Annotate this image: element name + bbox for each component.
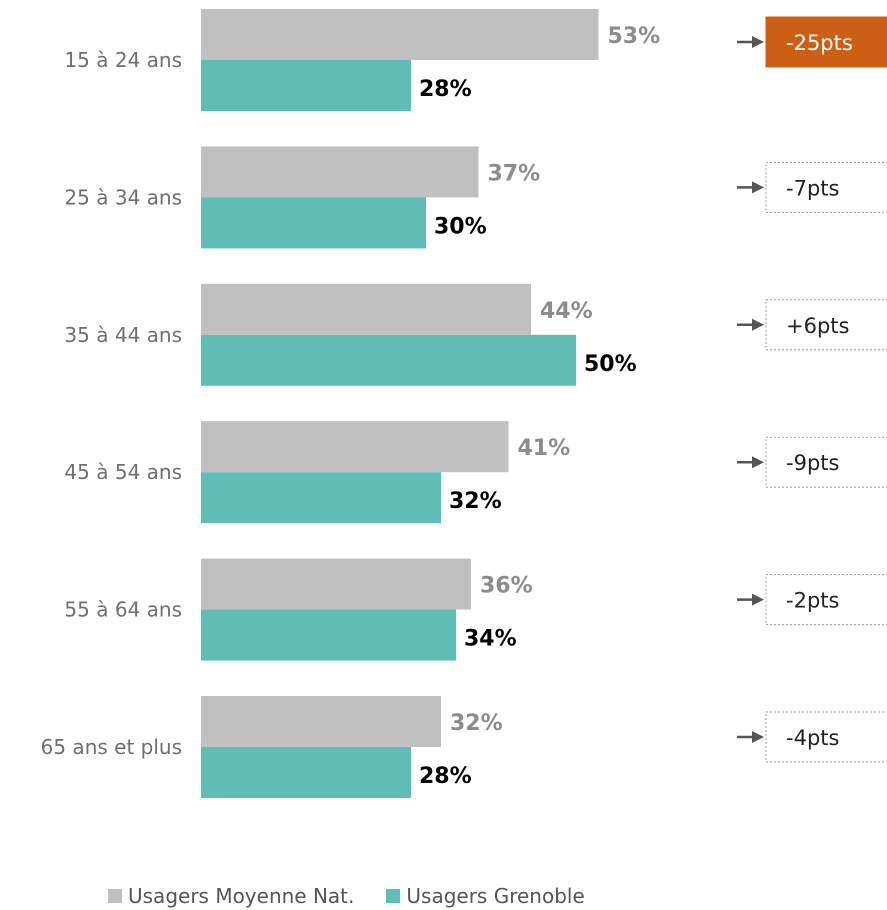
data-label-national: 32% — [450, 711, 503, 736]
legend: Usagers Moyenne Nat. Usagers Grenoble — [108, 884, 585, 908]
data-label-grenoble: 50% — [584, 352, 637, 377]
category-label: 35 à 44 ans — [64, 323, 182, 347]
bar-national — [201, 283, 531, 335]
legend-item-national: Usagers Moyenne Nat. — [108, 884, 354, 908]
bar-national — [201, 421, 509, 473]
bar-grenoble — [201, 197, 426, 249]
arrow-right-icon — [752, 456, 764, 469]
bar-grenoble — [201, 609, 456, 661]
category-label: 25 à 34 ans — [64, 185, 182, 209]
data-label-national: 36% — [480, 574, 533, 599]
difference-box — [765, 16, 887, 68]
category-label: 65 ans et plus — [41, 735, 182, 759]
legend-label-national: Usagers Moyenne Nat. — [128, 884, 355, 908]
legend-swatch-grenoble — [386, 889, 401, 903]
data-label-national: 44% — [540, 299, 593, 324]
difference-label: -2pts — [786, 589, 839, 613]
difference-label: -4pts — [786, 726, 839, 750]
difference-box — [765, 436, 887, 488]
arrow-right-icon — [752, 731, 764, 743]
arrow-right-icon — [752, 593, 764, 606]
bar-national — [201, 696, 441, 747]
difference-box — [765, 574, 887, 626]
category-label: 55 à 64 ans — [64, 598, 182, 622]
bar-grenoble — [201, 747, 411, 798]
bar-national — [201, 558, 471, 610]
category-label: 45 à 54 ans — [64, 460, 182, 484]
difference-box — [765, 161, 887, 213]
data-label-grenoble: 30% — [434, 214, 487, 239]
data-label-grenoble: 28% — [419, 77, 472, 102]
difference-box — [765, 299, 887, 351]
arrow-right-icon — [752, 181, 764, 194]
legend-swatch-national — [108, 889, 122, 903]
difference-box — [765, 711, 887, 763]
data-label-national: 53% — [608, 24, 661, 49]
difference-label: +6pts — [786, 314, 849, 338]
data-label-grenoble: 28% — [419, 764, 472, 789]
data-label-national: 37% — [488, 161, 541, 186]
bar-grenoble — [201, 60, 411, 111]
bar-grenoble — [201, 334, 576, 386]
arrow-right-icon — [752, 36, 764, 48]
bar-national — [201, 9, 599, 60]
bar-grenoble — [201, 472, 441, 524]
difference-label: -7pts — [786, 176, 839, 200]
arrow-right-icon — [752, 318, 764, 331]
legend-label-grenoble: Usagers Grenoble — [406, 884, 585, 908]
legend-item-grenoble: Usagers Grenoble — [386, 884, 585, 908]
difference-label: -9pts — [786, 451, 839, 475]
bar-national — [201, 146, 479, 198]
data-label-grenoble: 34% — [464, 627, 517, 652]
category-label: 15 à 24 ans — [64, 48, 182, 72]
data-label-national: 41% — [518, 436, 571, 461]
data-label-grenoble: 32% — [449, 489, 502, 514]
difference-label: -25pts — [786, 31, 853, 55]
